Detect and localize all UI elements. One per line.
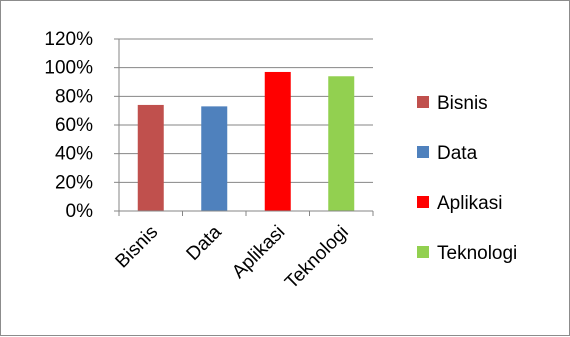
y-tick-label: 80%: [55, 86, 93, 107]
y-tick-label: 120%: [44, 29, 93, 50]
legend-label: Aplikasi: [437, 193, 502, 214]
y-tick-label: 40%: [55, 144, 93, 165]
x-tick-label: Teknologi: [281, 222, 353, 294]
legend: Bisnis Data Aplikasi Teknologi: [417, 93, 517, 264]
bar-data: [201, 106, 228, 211]
bar-bisnis: [137, 104, 164, 211]
y-tick-labels: 0% 20% 40% 60% 80% 100% 120%: [44, 29, 93, 222]
legend-label: Teknologi: [437, 243, 517, 264]
legend-label: Data: [437, 143, 478, 164]
bar-teknologi: [328, 76, 355, 212]
legend-swatch: [417, 196, 429, 208]
bars: [137, 71, 355, 212]
legend-swatch: [417, 96, 429, 108]
y-tick-label: 0%: [66, 201, 94, 222]
x-tick-label: Data: [183, 221, 227, 265]
bar-aplikasi: [264, 71, 291, 211]
y-tick-label: 20%: [55, 172, 93, 193]
legend-label: Bisnis: [437, 93, 488, 114]
legend-swatch: [417, 146, 429, 158]
x-tick-label: Aplikasi: [228, 222, 289, 283]
y-tick-label: 100%: [44, 58, 93, 79]
x-tick-label: Bisnis: [112, 222, 163, 273]
legend-swatch: [417, 246, 429, 258]
y-tick-label: 60%: [55, 115, 93, 136]
axes: [114, 38, 374, 216]
